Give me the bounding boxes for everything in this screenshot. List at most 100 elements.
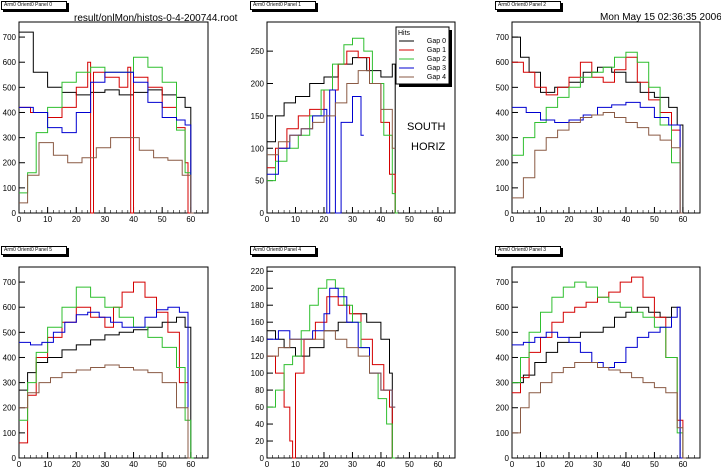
y-tick-label: 200: [251, 80, 265, 89]
y-tick-label: 500: [3, 328, 17, 337]
x-tick-label: 40: [621, 460, 630, 469]
y-tick-label: 200: [3, 404, 17, 413]
x-tick-label: 50: [650, 215, 659, 224]
series-line-gap-2: [19, 286, 194, 459]
plot-title: Arm0 Orient0 Panel 1: [250, 1, 316, 10]
series-line-gap-0: [19, 31, 194, 214]
plot-title: Arm0 Orient0 Panel 2: [495, 1, 561, 10]
y-tick-label: 500: [496, 83, 510, 92]
x-tick-label: 20: [320, 460, 329, 469]
x-tick-label: 10: [43, 460, 52, 469]
x-tick-label: 30: [348, 215, 357, 224]
x-tick-label: 40: [376, 460, 385, 469]
legend-box: [395, 26, 450, 85]
y-tick-label: 400: [3, 108, 17, 117]
y-tick-label: 200: [496, 159, 510, 168]
legend-entry: Gap 0: [427, 38, 446, 45]
y-tick-label: 0: [260, 209, 265, 218]
x-tick-label: 0: [510, 215, 515, 224]
region-label-horiz: HORIZ: [411, 141, 446, 153]
x-tick-label: 0: [17, 215, 22, 224]
y-tick-label: 100: [3, 184, 17, 193]
x-tick-label: 20: [72, 215, 81, 224]
x-tick-label: 50: [158, 460, 167, 469]
legend-entry: Gap 1: [427, 47, 446, 54]
x-tick-label: 60: [678, 460, 687, 469]
region-label-south: SOUTH: [407, 121, 446, 133]
y-tick-label: 600: [3, 303, 17, 312]
x-tick-label: 50: [158, 215, 167, 224]
y-tick-label: 160: [251, 318, 265, 327]
x-tick-label: 0: [265, 215, 270, 224]
y-tick-label: 300: [3, 379, 17, 388]
x-tick-label: 30: [593, 215, 602, 224]
series-line-gap-4: [19, 364, 191, 459]
y-tick-label: 150: [251, 112, 265, 121]
y-tick-label: 200: [496, 404, 510, 413]
x-tick-label: 10: [536, 460, 545, 469]
series-line-gap-1: [267, 296, 396, 459]
x-tick-label: 60: [186, 215, 195, 224]
x-tick-label: 0: [510, 460, 515, 469]
y-tick-label: 700: [496, 33, 510, 42]
plot-frame: [266, 266, 456, 459]
y-tick-label: 100: [496, 429, 510, 438]
x-tick-label: 60: [433, 215, 442, 224]
y-tick-label: 100: [251, 144, 265, 153]
y-tick-label: 0: [12, 454, 17, 463]
series-line-gap-2: [267, 37, 398, 214]
y-tick-label: 700: [3, 278, 17, 287]
y-tick-label: 0: [12, 209, 17, 218]
x-tick-label: 10: [291, 215, 300, 224]
series-line-gap-4: [267, 330, 396, 408]
series-line-gap-2: [267, 279, 396, 459]
series-line-gap-4: [512, 362, 686, 459]
chart-panel-1: 0 10 20 30 40 50 60 0 50 100 150 200 250 Hits Gap 0 Gap…: [251, 21, 456, 224]
y-tick-label: 400: [3, 353, 17, 362]
x-tick-label: 30: [100, 215, 109, 224]
y-tick-label: 600: [496, 58, 510, 67]
x-tick-label: 50: [650, 460, 659, 469]
x-tick-label: 40: [621, 215, 630, 224]
x-tick-label: 60: [433, 460, 442, 469]
x-tick-label: 30: [348, 460, 357, 469]
y-tick-label: 300: [496, 134, 510, 143]
x-tick-label: 0: [265, 460, 270, 469]
series-line-gap-0: [267, 313, 396, 459]
x-tick-label: 40: [129, 215, 138, 224]
x-tick-label: 20: [320, 215, 329, 224]
series-line-gap-4: [512, 112, 683, 214]
x-tick-label: 20: [72, 460, 81, 469]
plot-title: Arm0 Orient0 Panel 3: [495, 246, 561, 255]
series-line-gap-1: [19, 281, 191, 459]
y-tick-label: 140: [251, 335, 265, 344]
y-tick-label: 700: [3, 33, 17, 42]
series-line-gap-4: [19, 137, 194, 214]
y-tick-label: 400: [496, 108, 510, 117]
y-tick-label: 500: [496, 328, 510, 337]
legend-entry: Gap 4: [427, 74, 446, 81]
x-tick-label: 10: [536, 215, 545, 224]
y-tick-label: 400: [496, 353, 510, 362]
x-tick-label: 0: [17, 460, 22, 469]
x-tick-label: 50: [405, 460, 414, 469]
y-tick-label: 0: [505, 209, 510, 218]
y-tick-label: 180: [251, 301, 265, 310]
y-tick-label: 100: [496, 184, 510, 193]
series-line-gap-4: [267, 70, 396, 156]
plot-title: Arm0 Orient0 Panel 4: [250, 246, 316, 255]
x-tick-label: 40: [376, 215, 385, 224]
x-tick-label: 60: [678, 215, 687, 224]
y-tick-label: 300: [3, 134, 17, 143]
y-tick-label: 500: [3, 83, 17, 92]
series-line-gap-3: [19, 71, 194, 214]
x-tick-label: 30: [100, 460, 109, 469]
x-tick-label: 20: [565, 460, 574, 469]
x-tick-label: 10: [291, 460, 300, 469]
legend-entry: Gap 2: [427, 56, 446, 63]
